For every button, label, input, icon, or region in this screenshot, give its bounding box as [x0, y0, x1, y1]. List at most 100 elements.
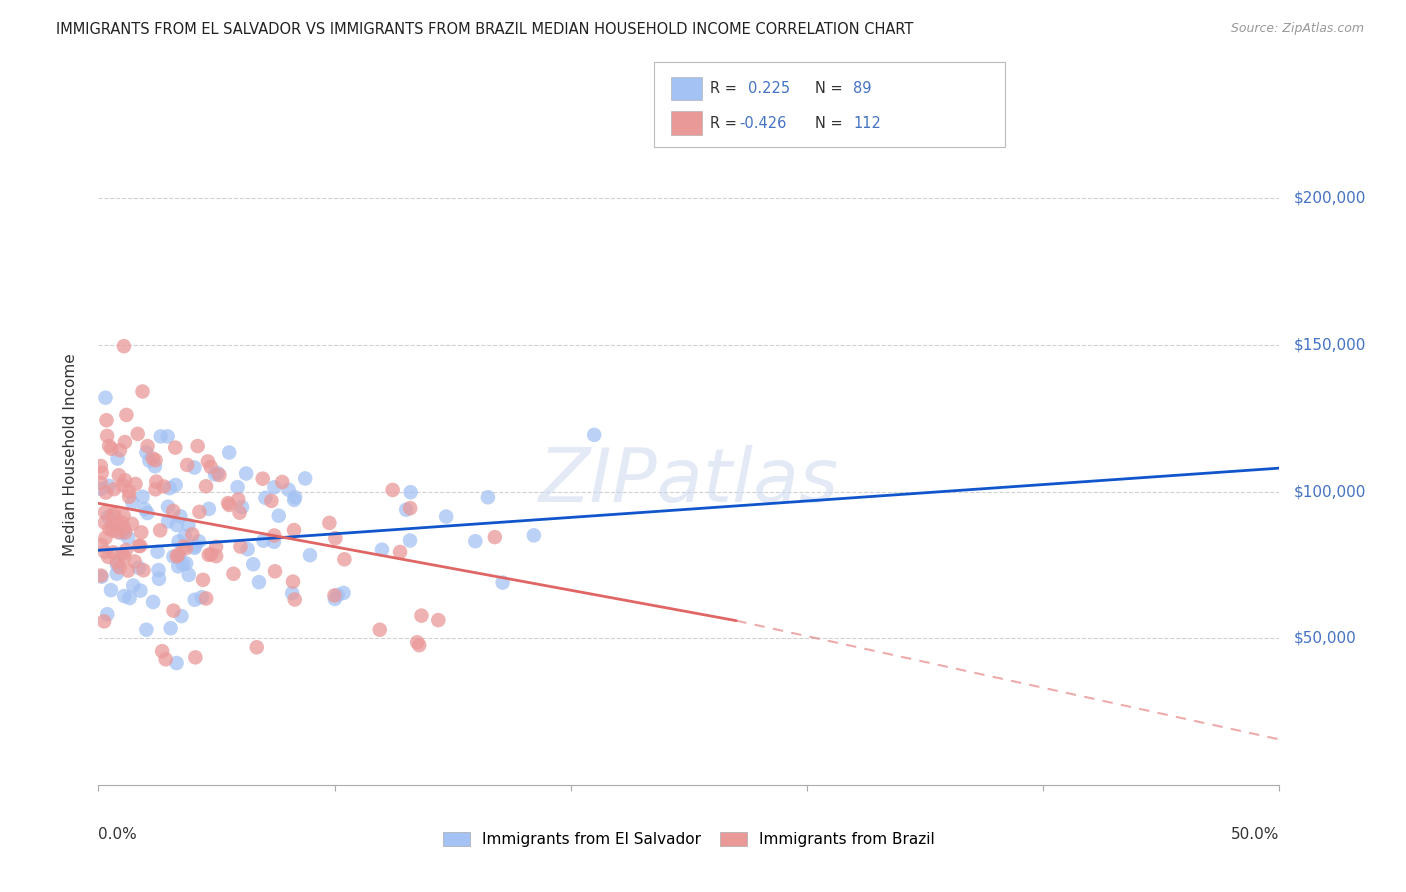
Point: [128, 539, 150, 553]
Point: [150, 644, 173, 658]
Point: [477, 490, 499, 504]
Point: [183, 460, 205, 475]
Point: [323, 589, 346, 603]
Point: [98, 439, 121, 453]
Point: [172, 558, 194, 572]
Point: [162, 549, 184, 564]
Text: N =: N =: [815, 80, 848, 95]
Point: [90, 458, 112, 473]
Point: [222, 566, 245, 581]
Point: [408, 638, 430, 652]
Text: N =: N =: [815, 115, 848, 130]
Point: [263, 480, 285, 494]
Point: [235, 467, 257, 481]
Point: [149, 429, 172, 443]
Point: [127, 426, 149, 441]
Point: [226, 480, 249, 494]
Point: [195, 479, 218, 493]
Point: [427, 613, 450, 627]
Point: [246, 640, 269, 655]
Point: [492, 575, 515, 590]
Point: [111, 525, 134, 540]
Point: [94, 485, 117, 500]
Point: [129, 583, 152, 598]
Point: [114, 473, 136, 487]
Point: [204, 467, 226, 482]
Point: [484, 530, 506, 544]
Point: [411, 608, 433, 623]
Point: [145, 475, 167, 489]
Point: [277, 483, 299, 497]
Point: [96, 607, 118, 622]
Point: [105, 558, 128, 572]
Point: [236, 542, 259, 557]
Point: [105, 555, 128, 569]
Point: [114, 525, 136, 540]
Point: [131, 490, 153, 504]
Point: [294, 471, 316, 485]
Text: $150,000: $150,000: [1294, 337, 1365, 352]
Point: [156, 429, 179, 443]
Point: [399, 485, 422, 500]
Point: [145, 453, 167, 467]
Point: [231, 500, 253, 515]
Point: [464, 534, 486, 549]
Point: [111, 547, 134, 561]
Text: Source: ZipAtlas.com: Source: ZipAtlas.com: [1230, 22, 1364, 36]
Point: [96, 429, 118, 443]
Point: [198, 501, 221, 516]
Point: [90, 569, 112, 583]
Point: [103, 507, 125, 521]
Point: [281, 586, 304, 600]
Point: [197, 454, 219, 468]
Point: [157, 515, 180, 529]
Point: [323, 591, 346, 606]
Point: [205, 540, 228, 554]
Text: IMMIGRANTS FROM EL SALVADOR VS IMMIGRANTS FROM BRAZIL MEDIAN HOUSEHOLD INCOME CO: IMMIGRANTS FROM EL SALVADOR VS IMMIGRANT…: [56, 22, 914, 37]
Y-axis label: Median Household Income: Median Household Income: [63, 353, 77, 557]
Point: [252, 472, 274, 486]
Text: -0.426: -0.426: [740, 115, 787, 130]
Point: [128, 561, 150, 575]
Point: [167, 548, 190, 562]
Point: [114, 435, 136, 450]
Point: [118, 484, 141, 499]
Point: [111, 478, 134, 492]
Point: [155, 652, 177, 666]
Point: [138, 453, 160, 467]
Point: [200, 459, 222, 474]
Point: [115, 543, 138, 558]
Point: [135, 445, 157, 459]
Point: [98, 522, 121, 536]
Point: [281, 574, 304, 589]
Point: [97, 549, 120, 564]
Point: [260, 493, 283, 508]
Point: [122, 578, 145, 592]
Point: [406, 635, 429, 649]
Point: [129, 539, 152, 553]
Point: [157, 500, 180, 514]
Point: [190, 591, 212, 605]
Point: [162, 604, 184, 618]
Point: [177, 567, 200, 582]
Point: [145, 483, 167, 497]
Point: [159, 621, 181, 635]
Text: $200,000: $200,000: [1294, 191, 1365, 206]
Point: [205, 549, 228, 563]
Point: [148, 563, 170, 577]
Point: [149, 524, 172, 538]
Point: [242, 558, 264, 572]
Point: [395, 502, 418, 516]
Point: [252, 533, 274, 548]
Point: [103, 482, 125, 496]
Point: [263, 534, 285, 549]
Point: [112, 589, 135, 603]
Point: [183, 541, 205, 555]
Point: [207, 466, 229, 480]
Point: [101, 508, 124, 522]
Point: [117, 564, 139, 578]
Text: 0.0%: 0.0%: [98, 827, 138, 841]
Point: [105, 566, 128, 581]
Point: [118, 490, 141, 504]
Point: [131, 525, 153, 540]
